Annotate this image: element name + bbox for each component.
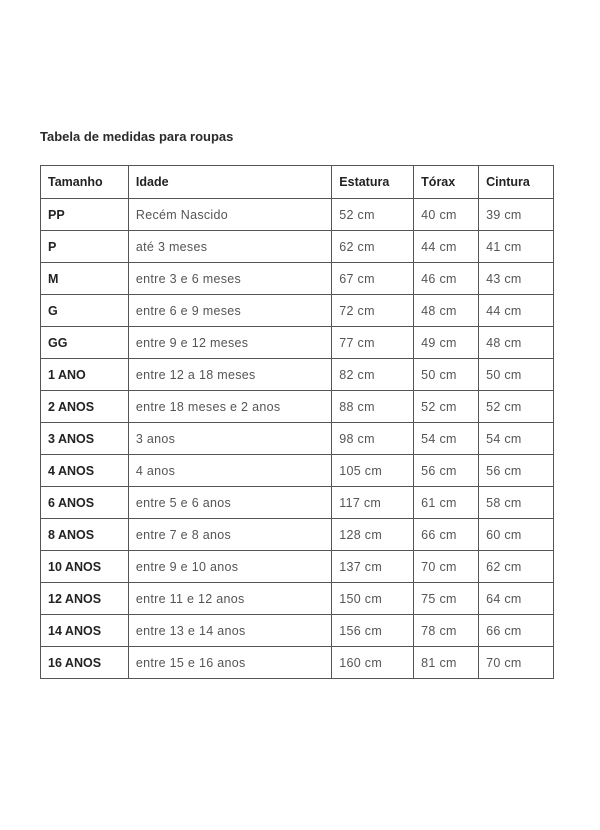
table-cell: entre 18 meses e 2 anos [127, 390, 333, 423]
table-cell: 60 cm [478, 518, 554, 551]
table-cell: 4 anos [127, 454, 333, 487]
table-row: 2 ANOS entre 18 meses e 2 anos 88 cm 52 cm 5… [40, 390, 554, 423]
table-cell: 12 ANOS [40, 582, 129, 615]
table-cell: Recém Nascido [127, 198, 333, 231]
table-row: PP Recém Nascido 52 cm 40 cm 39 cm [40, 198, 554, 231]
table-cell: 54 cm [413, 422, 480, 455]
table-cell: 52 cm [478, 390, 554, 423]
table-cell: 66 cm [413, 518, 480, 551]
table-cell: entre 9 e 12 meses [127, 326, 333, 359]
table-row: 1 ANO entre 12 a 18 meses 82 cm 50 cm 50 cm [40, 358, 554, 391]
table-row: 10 ANOS entre 9 e 10 anos 137 cm 70 cm 62 cm [40, 550, 554, 583]
table-cell: M [40, 262, 129, 295]
table-cell: 117 cm [331, 486, 415, 519]
column-header: Estatura [331, 165, 415, 199]
table-cell: 39 cm [478, 198, 554, 231]
table-cell: 82 cm [331, 358, 415, 391]
table-cell: até 3 meses [127, 230, 333, 263]
table-cell: PP [40, 198, 129, 231]
table-cell: 14 ANOS [40, 614, 129, 647]
table-cell: entre 5 e 6 anos [127, 486, 333, 519]
table-cell: 98 cm [331, 422, 415, 455]
document-title: Tabela de medidas para roupas [40, 129, 234, 144]
table-row: 14 ANOS entre 13 e 14 anos 156 cm 78 cm 66 c… [40, 614, 554, 647]
table-cell: 48 cm [413, 294, 480, 327]
table-cell: entre 3 e 6 meses [127, 262, 333, 295]
table-cell: 46 cm [413, 262, 480, 295]
table-cell: 16 ANOS [40, 646, 129, 679]
table-cell: 78 cm [413, 614, 480, 647]
table-row: 8 ANOS entre 7 e 8 anos 128 cm 66 cm 60 cm [40, 518, 554, 551]
column-header: Tamanho [40, 165, 129, 199]
table-cell: 62 cm [331, 230, 415, 263]
table-cell: entre 12 a 18 meses [127, 358, 333, 391]
column-header: Cintura [478, 165, 554, 199]
table-cell: 43 cm [478, 262, 554, 295]
table-cell: entre 15 e 16 anos [127, 646, 333, 679]
table-cell: 66 cm [478, 614, 554, 647]
table-cell: 49 cm [413, 326, 480, 359]
table-cell: 150 cm [331, 582, 415, 615]
table-cell: G [40, 294, 129, 327]
table-cell: 48 cm [478, 326, 554, 359]
table-cell: entre 13 e 14 anos [127, 614, 333, 647]
table-cell: 2 ANOS [40, 390, 129, 423]
table-cell: 70 cm [478, 646, 554, 679]
table-cell: 44 cm [413, 230, 480, 263]
table-cell: 64 cm [478, 582, 554, 615]
table-row: 6 ANOS entre 5 e 6 anos 117 cm 61 cm 58 cm [40, 486, 554, 519]
table-cell: GG [40, 326, 129, 359]
table-cell: 137 cm [331, 550, 415, 583]
table-cell: 128 cm [331, 518, 415, 551]
table-cell: 81 cm [413, 646, 480, 679]
table-cell: 8 ANOS [40, 518, 129, 551]
table-cell: 77 cm [331, 326, 415, 359]
table-cell: 50 cm [413, 358, 480, 391]
table-cell: 72 cm [331, 294, 415, 327]
table-cell: 44 cm [478, 294, 554, 327]
table-cell: 88 cm [331, 390, 415, 423]
table-cell: 40 cm [413, 198, 480, 231]
table-header-row: Tamanho Idade Estatura Tórax Cintura [40, 165, 554, 199]
table-cell: 105 cm [331, 454, 415, 487]
table-cell: 67 cm [331, 262, 415, 295]
table-cell: entre 11 e 12 anos [127, 582, 333, 615]
table-cell: 6 ANOS [40, 486, 129, 519]
size-table: Tamanho Idade Estatura Tórax Cintura PP Recém… [40, 165, 554, 679]
table-cell: 52 cm [331, 198, 415, 231]
table-cell: 41 cm [478, 230, 554, 263]
table-cell: 156 cm [331, 614, 415, 647]
table-cell: 1 ANO [40, 358, 129, 391]
table-cell: 58 cm [478, 486, 554, 519]
table-cell: 4 ANOS [40, 454, 129, 487]
table-cell: 56 cm [413, 454, 480, 487]
table-row: 4 ANOS 4 anos 105 cm 56 cm 56 cm [40, 454, 554, 487]
table-cell: 52 cm [413, 390, 480, 423]
table-cell: entre 9 e 10 anos [127, 550, 333, 583]
table-row: 3 ANOS 3 anos 98 cm 54 cm 54 cm [40, 422, 554, 455]
column-header: Tórax [413, 165, 480, 199]
table-row: GG entre 9 e 12 meses 77 cm 49 cm 48 cm [40, 326, 554, 359]
table-row: 12 ANOS entre 11 e 12 anos 150 cm 75 cm 64 c… [40, 582, 554, 615]
table-cell: entre 6 e 9 meses [127, 294, 333, 327]
table-cell: 3 anos [127, 422, 333, 455]
table-cell: 56 cm [478, 454, 554, 487]
table-cell: 50 cm [478, 358, 554, 391]
table-cell: 62 cm [478, 550, 554, 583]
table-cell: 10 ANOS [40, 550, 129, 583]
table-cell: 75 cm [413, 582, 480, 615]
table-row: 16 ANOS entre 15 e 16 anos 160 cm 81 cm 70 c… [40, 646, 554, 679]
table-cell: P [40, 230, 129, 263]
table-cell: 3 ANOS [40, 422, 129, 455]
table-cell: 54 cm [478, 422, 554, 455]
column-header: Idade [127, 165, 333, 199]
table-cell: 61 cm [413, 486, 480, 519]
table-cell: 70 cm [413, 550, 480, 583]
table-cell: 160 cm [331, 646, 415, 679]
table-cell: entre 7 e 8 anos [127, 518, 333, 551]
